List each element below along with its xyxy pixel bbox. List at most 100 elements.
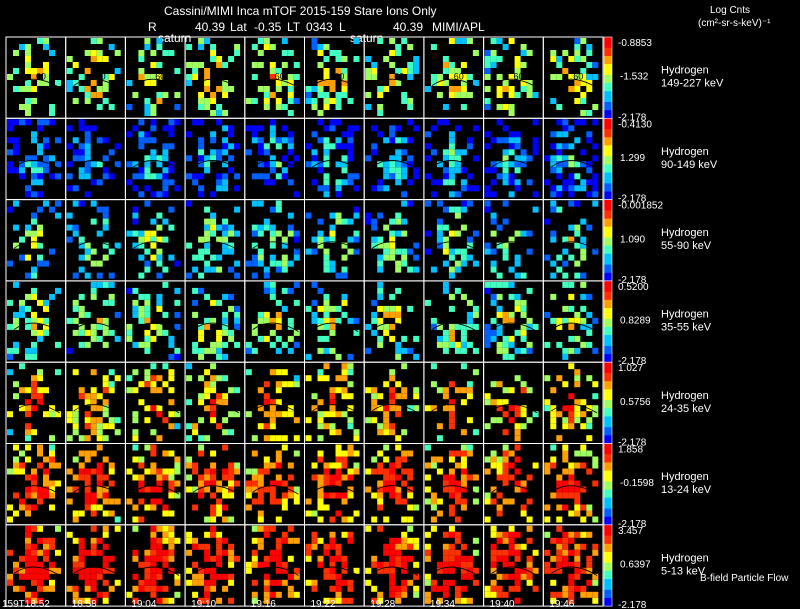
ena-image-panel xyxy=(304,117,365,201)
ena-pixel xyxy=(520,149,527,156)
ena-pixel xyxy=(395,149,402,156)
ena-pixel xyxy=(353,236,360,243)
colorbar-segment xyxy=(604,243,612,247)
ena-pixel xyxy=(377,597,384,604)
ena-pixel xyxy=(84,480,91,487)
ena-pixel xyxy=(574,224,581,231)
ena-pixel xyxy=(383,329,390,336)
ena-pixel xyxy=(114,68,121,74)
ena-pixel xyxy=(144,185,151,192)
ena-pixel xyxy=(341,92,348,98)
ena-pixel xyxy=(204,248,211,255)
ena-pixel xyxy=(228,555,235,562)
ena-pixel xyxy=(43,387,49,394)
ena-pixel xyxy=(586,555,593,562)
ena-pixel xyxy=(96,462,103,469)
bfield-line xyxy=(13,241,60,251)
ena-pixel xyxy=(90,248,97,255)
ena-pixel xyxy=(204,347,211,354)
ena-pixel xyxy=(442,591,449,598)
ena-pixel xyxy=(454,387,461,394)
ena-pixel xyxy=(25,429,31,436)
ena-pixel xyxy=(413,62,420,68)
ena-pixel xyxy=(371,311,378,318)
ena-pixel xyxy=(502,254,509,261)
ena-pixel xyxy=(556,131,563,138)
ena-pixel xyxy=(329,80,336,86)
ena-pixel xyxy=(526,92,533,98)
ena-pixel xyxy=(198,149,205,156)
ena-pixel xyxy=(496,462,503,469)
colorbar-segment xyxy=(604,481,612,485)
ena-pixel xyxy=(496,510,503,517)
ena-pixel xyxy=(550,143,557,150)
ena-pixel xyxy=(90,80,97,86)
ena-pixel xyxy=(102,411,109,418)
colorbar-segment xyxy=(604,495,612,499)
ena-pixel xyxy=(108,299,115,306)
ena-pixel xyxy=(484,341,491,348)
ena-pixel xyxy=(317,110,324,116)
ena-pixel xyxy=(156,555,163,562)
ena-pixel xyxy=(162,218,169,225)
ena-pixel xyxy=(281,125,288,132)
ena-pixel xyxy=(150,242,157,249)
ena-pixel xyxy=(108,369,115,376)
ena-pixel xyxy=(424,86,431,92)
ena-pixel xyxy=(335,161,342,168)
ena-pixel xyxy=(317,287,324,294)
ena-pixel xyxy=(84,450,91,457)
ena-pixel xyxy=(430,504,437,511)
ena-pixel xyxy=(49,504,55,511)
ena-pixel xyxy=(31,353,37,360)
ena-pixel xyxy=(317,537,324,544)
ena-pixel xyxy=(263,597,270,604)
ena-pixel xyxy=(586,110,593,116)
ena-pixel xyxy=(550,405,557,412)
ena-pixel xyxy=(413,125,420,132)
ena-pixel xyxy=(514,293,521,300)
ena-pixel xyxy=(216,173,223,180)
ena-pixel xyxy=(490,293,497,300)
ena-pixel xyxy=(490,218,497,225)
ena-pixel xyxy=(341,311,348,318)
ena-pixel xyxy=(144,579,151,586)
ena-pixel xyxy=(162,50,169,56)
ena-pixel xyxy=(502,411,509,418)
ena-pixel xyxy=(347,531,354,538)
ena-pixel xyxy=(502,311,509,318)
colorbar-segment xyxy=(604,373,612,377)
ena-pixel xyxy=(353,173,360,180)
ena-pixel xyxy=(305,248,312,255)
ena-pixel xyxy=(335,317,342,324)
ena-pixel xyxy=(90,429,97,436)
ena-pixel xyxy=(90,393,97,400)
ena-pixel xyxy=(198,191,205,198)
ena-pixel xyxy=(544,375,551,382)
ena-pixel xyxy=(25,50,31,56)
colorbar-segment xyxy=(604,587,612,591)
ena-pixel xyxy=(580,341,587,348)
ena-pixel xyxy=(126,131,133,138)
ena-pixel xyxy=(263,573,270,580)
ena-pixel xyxy=(442,104,449,110)
ena-pixel xyxy=(43,474,49,481)
ena-pixel xyxy=(484,167,491,174)
ena-pixel xyxy=(454,516,461,523)
ena-pixel xyxy=(454,155,461,162)
colorbar-segment xyxy=(604,551,612,556)
ena-pixel xyxy=(436,510,443,517)
ena-pixel xyxy=(257,143,264,150)
ena-pixel xyxy=(275,450,282,457)
ena-pixel xyxy=(102,579,109,586)
ena-pixel xyxy=(25,110,31,116)
ena-pixel xyxy=(162,281,169,288)
ena-pixel xyxy=(222,492,229,499)
ena-pixel xyxy=(222,92,229,98)
ena-pixel xyxy=(508,387,515,394)
ena-pixel xyxy=(389,399,396,406)
ena-pixel xyxy=(383,486,390,493)
ena-pixel xyxy=(216,399,223,406)
ena-pixel xyxy=(371,597,378,604)
ena-pixel xyxy=(460,74,467,80)
